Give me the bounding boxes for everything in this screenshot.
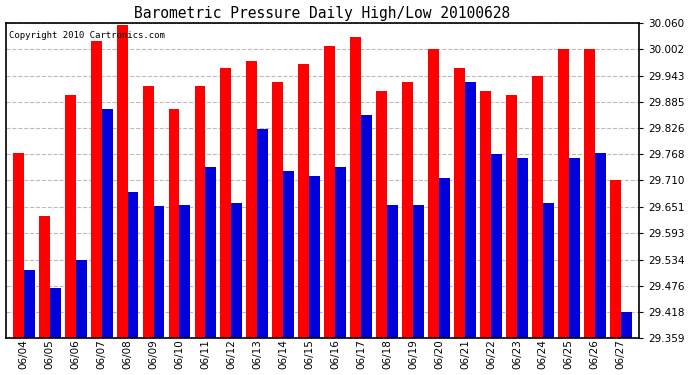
Bar [439,178,450,338]
Bar [195,86,206,338]
Bar [324,46,335,338]
Bar [621,312,631,338]
Bar [50,288,61,338]
Bar [428,49,439,338]
Bar [595,153,606,338]
Bar [517,158,528,338]
Bar [246,62,257,338]
Bar [206,167,217,338]
Bar [491,154,502,338]
Bar [543,203,554,338]
Bar [231,203,242,338]
Bar [351,37,361,338]
Bar [117,26,128,338]
Bar [376,90,387,338]
Bar [558,49,569,338]
Bar [13,153,23,338]
Bar [335,167,346,338]
Bar [584,49,595,338]
Bar [90,41,101,338]
Bar [309,176,320,338]
Text: Copyright 2010 Cartronics.com: Copyright 2010 Cartronics.com [9,31,165,40]
Bar [76,260,86,338]
Bar [413,205,424,338]
Bar [273,81,284,338]
Bar [101,110,112,338]
Bar [506,95,517,338]
Bar [179,205,190,338]
Bar [298,64,309,338]
Bar [610,180,621,338]
Bar [480,90,491,338]
Bar [168,108,179,338]
Bar [569,158,580,338]
Bar [454,68,465,338]
Bar [387,205,398,338]
Bar [153,206,164,338]
Bar [257,129,268,338]
Bar [532,76,543,338]
Bar [221,68,231,338]
Bar [39,216,50,338]
Bar [23,270,34,338]
Bar [143,86,153,338]
Title: Barometric Pressure Daily High/Low 20100628: Barometric Pressure Daily High/Low 20100… [134,6,511,21]
Bar [465,81,476,338]
Bar [65,95,76,338]
Bar [361,115,372,338]
Bar [402,81,413,338]
Bar [284,171,294,338]
Bar [128,192,139,338]
